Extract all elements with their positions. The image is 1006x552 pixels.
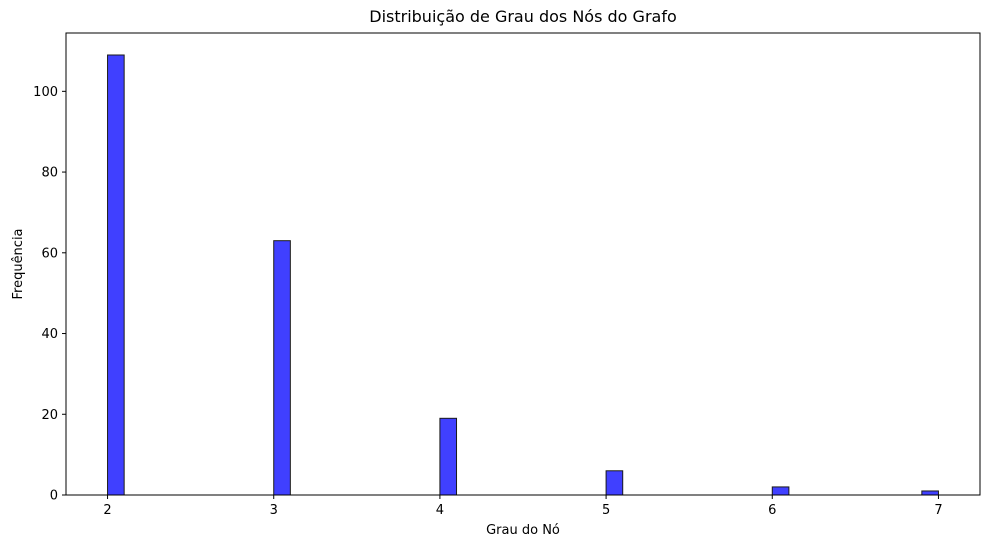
bars-group [107, 54, 939, 496]
y-tick-label: 80 [41, 166, 58, 181]
histogram-bar-2 [439, 417, 458, 496]
x-tick-label: 2 [103, 503, 111, 518]
x-tick-label: 6 [768, 503, 776, 518]
x-tick-label: 3 [270, 503, 278, 518]
histogram-bar-5 [921, 490, 939, 496]
histogram-bar-4 [771, 486, 790, 496]
chart-title: Distribuição de Grau dos Nós do Grafo [369, 7, 677, 26]
histogram-bar-1 [273, 240, 291, 496]
y-tick-label: 100 [33, 85, 58, 100]
x-tick-label: 5 [602, 503, 610, 518]
y-axis-label: Frequência [11, 228, 26, 299]
y-tick-label: 40 [41, 327, 58, 342]
axes-group: 2 3 4 5 6 7 0 20 40 60 80 100 [33, 32, 981, 518]
x-axis-label: Grau do Nó [486, 523, 560, 538]
histogram-bar-3 [605, 470, 624, 496]
histogram-bar-0 [107, 54, 125, 496]
y-tick-label: 20 [41, 408, 58, 423]
x-tick-label: 4 [436, 503, 444, 518]
plot-frame [65, 32, 981, 496]
x-tick-label: 7 [934, 503, 942, 518]
y-tick-label: 0 [50, 489, 58, 504]
y-tick-label: 60 [41, 246, 58, 261]
